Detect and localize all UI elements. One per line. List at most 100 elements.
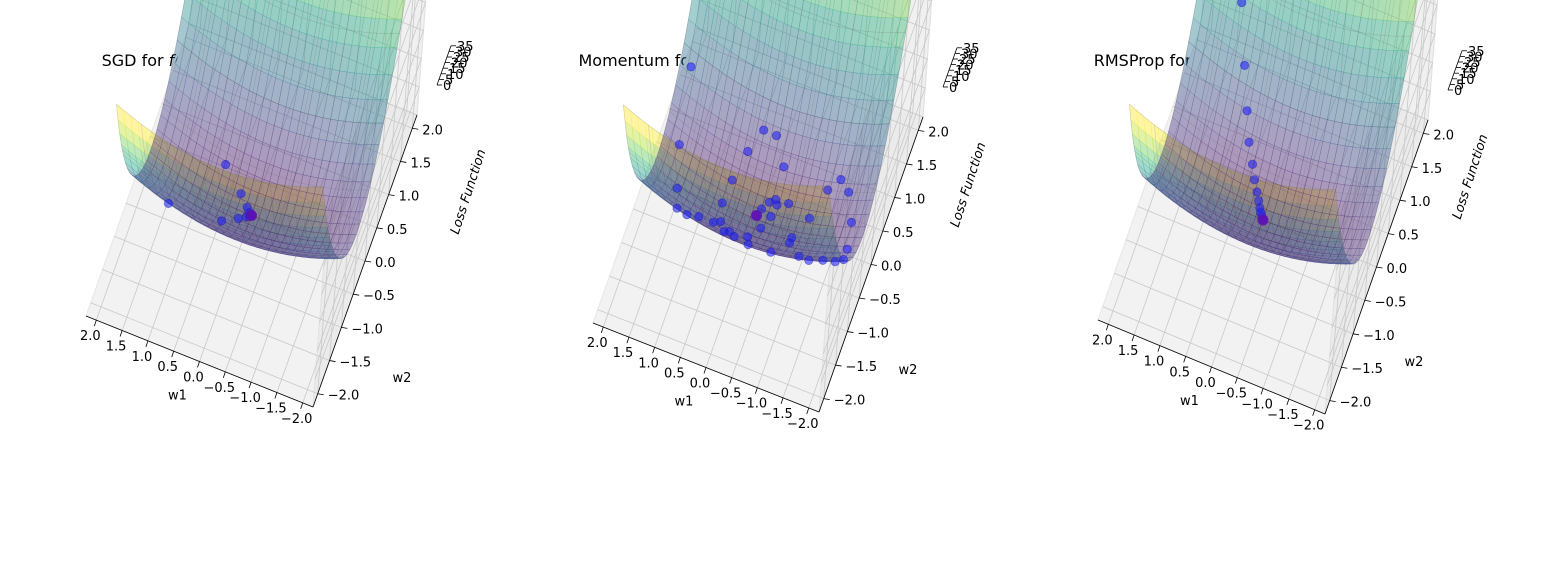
surface-patch	[1187, 211, 1198, 218]
surface-patch	[798, 175, 810, 195]
surface-patch	[151, 183, 163, 193]
surface-patch	[1153, 183, 1165, 192]
surface-patch	[801, 157, 814, 179]
surface-patch	[708, 227, 719, 234]
surface-patch	[156, 114, 169, 136]
surface-patch	[840, 0, 851, 14]
surface-patch	[146, 179, 157, 193]
surface-patch	[813, 5, 826, 38]
surface-patch	[651, 182, 662, 192]
surface-patch	[363, 0, 375, 19]
surface-patch	[191, 182, 202, 200]
surface-patch	[831, 198, 844, 215]
y-tick	[412, 127, 419, 130]
surface-patch	[204, 225, 215, 231]
surface-patch	[700, 0, 709, 6]
surface-patch	[195, 157, 205, 178]
surface-patch	[316, 248, 328, 255]
surface-patch	[820, 7, 834, 40]
surface-patch	[259, 97, 272, 123]
surface-patch	[325, 222, 338, 235]
surface-patch	[262, 195, 274, 211]
surface-patch	[797, 237, 808, 247]
end-point	[1257, 214, 1269, 226]
y-tick-label: 0.5	[1398, 229, 1419, 244]
surface-patch	[755, 69, 768, 98]
surface-patch	[1155, 163, 1165, 180]
surface-patch	[368, 99, 381, 124]
x-tick	[1286, 398, 1290, 406]
surface-patch	[1142, 161, 1153, 178]
surface-patch	[233, 107, 246, 132]
surface-patch	[693, 197, 705, 210]
surface-patch	[237, 86, 250, 113]
surface-patch	[1164, 132, 1175, 155]
surface-patch	[1132, 133, 1142, 153]
surface-patch	[236, 168, 248, 187]
x-tick-label: −1.5	[255, 402, 287, 417]
surface-patch	[1227, 208, 1238, 223]
y-tick	[400, 161, 407, 163]
surface-patch	[699, 107, 712, 132]
surface-patch	[274, 223, 285, 235]
surface-patch	[270, 223, 282, 235]
surface-patch	[1170, 198, 1181, 207]
surface-patch	[689, 217, 700, 223]
x-tick	[600, 326, 604, 334]
path-point	[766, 247, 776, 257]
surface-patch	[638, 132, 649, 153]
surface-patch	[285, 254, 296, 257]
surface-patch	[660, 162, 672, 178]
surface-patch	[306, 5, 320, 37]
surface-patch	[839, 121, 853, 146]
surface-patch	[661, 183, 673, 195]
surface-patch	[721, 122, 734, 146]
surface-patch	[1146, 145, 1156, 165]
surface-patch	[293, 86, 306, 113]
surface-patch	[1162, 168, 1173, 183]
surface-patch	[1156, 180, 1167, 190]
surface-patch	[160, 163, 172, 179]
surface-patch	[344, 181, 357, 198]
surface-patch	[266, 100, 279, 126]
subplot-3: RMSProp for f(w1, w2) = w1² + 8 * w2²−2.…	[1092, 0, 1491, 434]
y-axis: −2.0−1.5−1.0−0.50.00.51.01.52.0w2	[818, 116, 949, 413]
surface-patch	[280, 214, 293, 228]
surface-patch	[789, 56, 802, 86]
surface-patch	[667, 102, 679, 126]
surface-patch	[348, 121, 361, 145]
path-point	[1237, 0, 1247, 8]
surface-patch	[132, 175, 143, 183]
surface-patch	[1149, 174, 1160, 184]
surface-patch	[330, 95, 343, 121]
surface-patch	[792, 244, 803, 253]
surface-patch	[1172, 201, 1183, 208]
surface-patch	[1141, 175, 1152, 185]
surface-patch	[199, 220, 211, 227]
grid-line-z	[833, 0, 909, 210]
surface-patch	[1230, 169, 1240, 189]
surface-patch	[793, 29, 807, 61]
surface-patch	[340, 162, 353, 182]
surface-patch	[200, 108, 212, 133]
surface-patch	[757, 243, 768, 251]
surface-patch	[269, 125, 282, 149]
surface-patch	[284, 185, 295, 202]
surface-patch	[180, 196, 191, 210]
surface-patch	[820, 212, 833, 227]
surface-patch	[783, 171, 795, 191]
surface-patch	[331, 42, 345, 72]
surface-patch	[263, 249, 274, 252]
surface-patch	[739, 187, 751, 204]
surface-patch	[698, 184, 708, 202]
surface-patch	[318, 117, 331, 141]
surface-patch	[167, 140, 179, 160]
surface-patch	[1215, 162, 1226, 183]
surface-patch	[306, 137, 320, 159]
surface-patch	[355, 163, 368, 183]
surface-patch	[675, 194, 687, 205]
surface-patch	[215, 72, 228, 100]
surface-patch	[680, 146, 690, 168]
surface-patch	[814, 246, 826, 254]
